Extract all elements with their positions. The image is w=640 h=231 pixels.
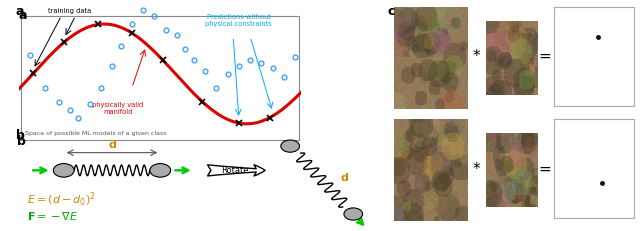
Text: $\mathbf{F} = -\nabla E$: $\mathbf{F} = -\nabla E$ <box>27 210 78 222</box>
Text: a: a <box>16 5 24 18</box>
Circle shape <box>150 164 171 177</box>
Circle shape <box>53 164 74 177</box>
Text: Rotate: Rotate <box>221 166 248 175</box>
Text: Predictions without
physical constraints: Predictions without physical constraints <box>205 14 272 27</box>
Text: c: c <box>387 5 395 18</box>
Text: Space of possible ML models of a given class: Space of possible ML models of a given c… <box>25 131 166 136</box>
Text: training data: training data <box>48 8 92 14</box>
Text: b: b <box>16 129 25 142</box>
Text: *: * <box>473 49 481 64</box>
Text: a: a <box>19 9 27 22</box>
FancyBboxPatch shape <box>20 16 300 140</box>
Circle shape <box>281 140 300 152</box>
Text: b: b <box>17 135 26 148</box>
Text: physically valid
manifold: physically valid manifold <box>92 102 143 115</box>
Text: =: = <box>538 162 551 177</box>
Text: *: * <box>473 162 481 177</box>
Text: =: = <box>538 49 551 64</box>
Text: d: d <box>108 140 116 150</box>
Text: $E = (d - d_0)^2$: $E = (d - d_0)^2$ <box>27 191 95 209</box>
Text: d: d <box>340 173 348 183</box>
Circle shape <box>344 208 363 220</box>
